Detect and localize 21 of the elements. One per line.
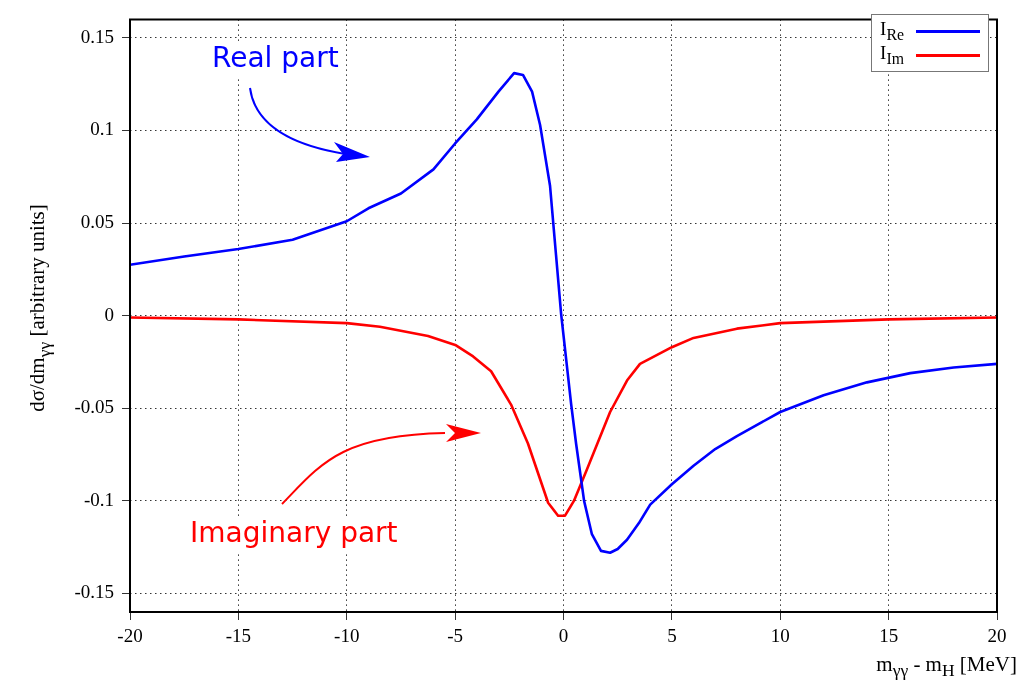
legend-label: I$_{Im}$: [880, 42, 904, 68]
x-tick-label: 20: [987, 625, 1007, 647]
x-tick-label: -15: [225, 625, 252, 647]
x-tick-label: 5: [667, 625, 677, 647]
y-tick-label: 0.1: [90, 118, 114, 140]
x-tick-label: -20: [117, 625, 143, 647]
y-tick-label: 0.15: [80, 25, 114, 47]
y-tick-label: 0: [104, 303, 114, 325]
annotation: Imaginary part: [190, 516, 398, 550]
y-tick-label: -0.05: [74, 396, 114, 418]
y-tick-label: -0.1: [83, 488, 114, 510]
annotation: Real part: [212, 41, 339, 75]
x-axis-title: m$_{γγ}$ - m$_{H}$ [MeV]: [876, 652, 1017, 682]
legend-label: I$_{Re}$: [880, 18, 904, 44]
x-tick-label: -5: [447, 625, 464, 647]
x-tick-label: -10: [334, 625, 360, 647]
y-tick-label: 0.05: [80, 211, 114, 233]
x-tick-label: 15: [879, 625, 899, 647]
x-tick-label: 0: [558, 625, 569, 647]
y-tick-label: -0.15: [74, 581, 114, 603]
x-tick-label: 10: [770, 625, 790, 647]
